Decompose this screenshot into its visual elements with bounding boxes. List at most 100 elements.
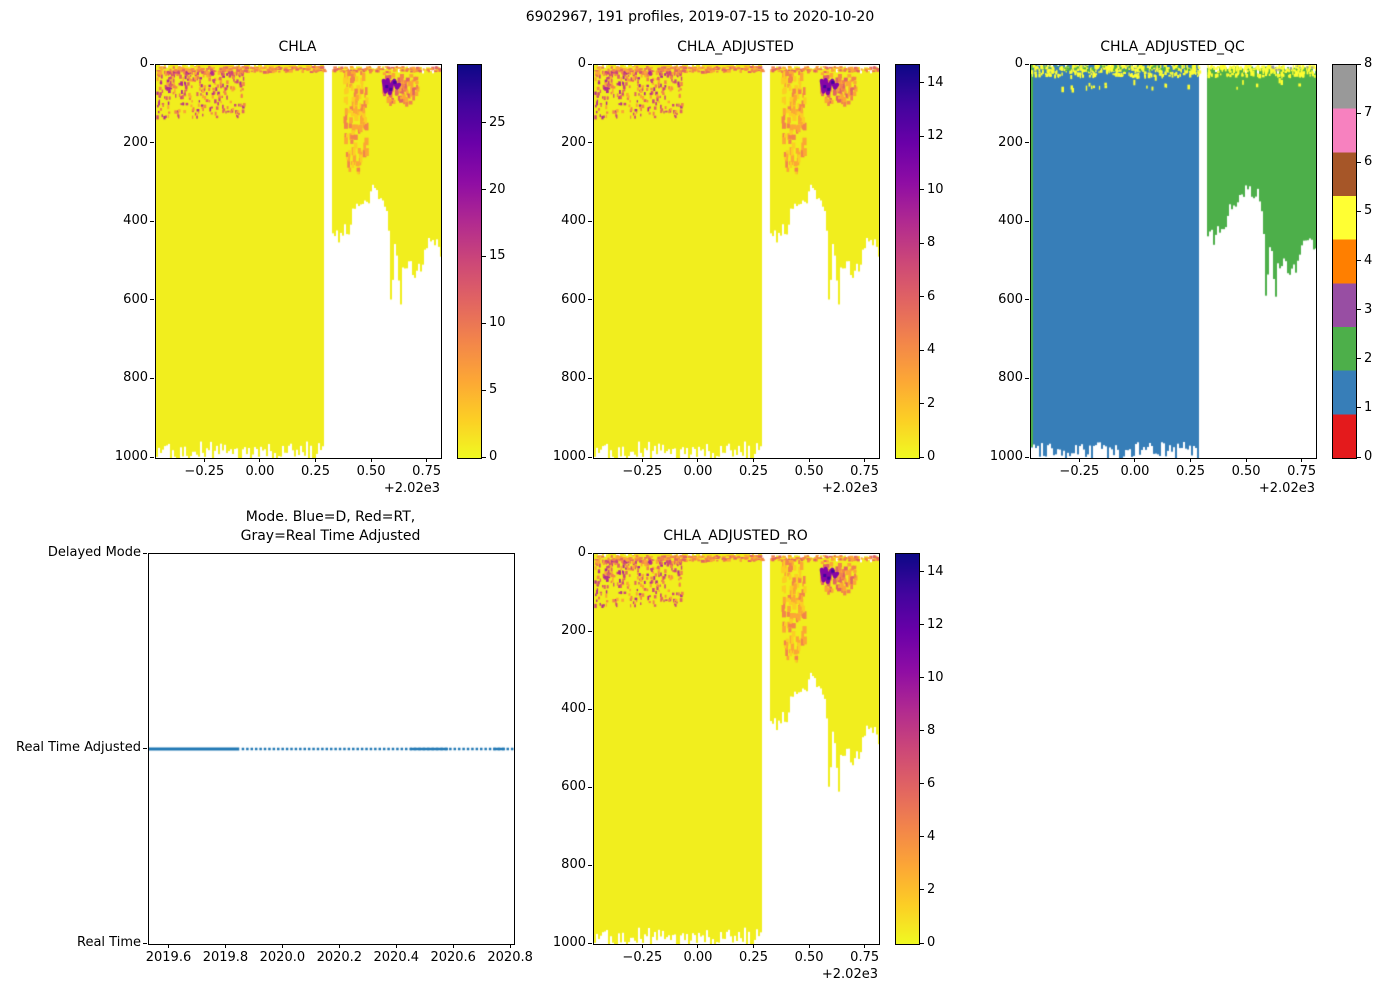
y-tick-mark bbox=[150, 299, 154, 301]
x-tick-label: 0.75 bbox=[1287, 464, 1317, 479]
x-tick-label: −0.25 bbox=[1059, 464, 1100, 479]
colorbar-tick-label: 2 bbox=[1364, 350, 1373, 366]
y-tick-mark bbox=[588, 63, 592, 65]
x-tick-label: 0.25 bbox=[301, 464, 330, 479]
x-tick-label: 2020.2 bbox=[316, 950, 363, 965]
mode-category-label: Real Time bbox=[77, 935, 141, 950]
y-tick-label: 400 bbox=[561, 213, 586, 229]
colorbar-tick-mark bbox=[920, 403, 924, 405]
y-tick-label: 200 bbox=[998, 134, 1023, 150]
colorbar-tick-label: 4 bbox=[927, 342, 936, 358]
y-tick-mark bbox=[588, 299, 592, 301]
colorbar-tick-mark bbox=[482, 189, 486, 191]
colorbar-tick-mark bbox=[1357, 309, 1361, 311]
x-tick-mark bbox=[1245, 458, 1247, 462]
x-tick-mark bbox=[167, 944, 169, 948]
colorbar-tick-label: 10 bbox=[927, 181, 944, 197]
y-tick-mark bbox=[150, 142, 154, 144]
colorbar-tick-mark bbox=[1357, 63, 1361, 65]
x-tick-mark bbox=[1190, 458, 1191, 462]
x-tick-mark bbox=[259, 458, 261, 462]
x-axis-offset-label: +2.02e3 bbox=[1258, 481, 1315, 496]
colorbar-tick-label: 2 bbox=[927, 395, 936, 411]
x-tick-label: 0.50 bbox=[1231, 464, 1261, 479]
y-tick-label: 600 bbox=[561, 291, 586, 307]
colorbar-tick-mark bbox=[920, 349, 924, 351]
colorbar-tick-mark bbox=[1357, 210, 1361, 212]
colorbar-tick-mark bbox=[1357, 112, 1361, 114]
y-tick-mark bbox=[1025, 377, 1029, 379]
x-tick-mark bbox=[509, 944, 511, 948]
x-tick-mark bbox=[808, 944, 810, 948]
x-tick-label: 0.50 bbox=[356, 464, 386, 479]
panel-chla-title: CHLA bbox=[278, 39, 317, 55]
x-tick-mark bbox=[370, 458, 372, 462]
y-tick-mark bbox=[150, 377, 154, 379]
y-tick-mark bbox=[150, 220, 154, 222]
chla-adjusted-heatmap-canvas bbox=[594, 65, 879, 458]
x-tick-label: 0.25 bbox=[739, 464, 768, 479]
x-tick-mark bbox=[1078, 458, 1080, 462]
colorbar-tick-label: 0 bbox=[927, 935, 936, 950]
colorbar-tick-mark bbox=[920, 677, 924, 679]
x-tick-mark bbox=[641, 944, 643, 948]
chla-adjusted-ro-heatmap-canvas bbox=[594, 554, 879, 944]
x-axis-offset-label: +2.02e3 bbox=[383, 481, 440, 496]
y-tick-label: 600 bbox=[123, 291, 148, 307]
x-axis-offset-label: +2.02e3 bbox=[821, 481, 878, 496]
y-tick-mark bbox=[588, 220, 592, 222]
colorbar-tick-label: 12 bbox=[927, 128, 944, 144]
y-tick-label: 200 bbox=[561, 623, 586, 638]
x-tick-mark bbox=[1301, 458, 1303, 462]
x-tick-label: 0.75 bbox=[412, 464, 442, 479]
x-tick-label: 0.00 bbox=[683, 950, 713, 965]
y-tick-mark bbox=[588, 377, 592, 379]
colorbar-tick-label: 0 bbox=[489, 449, 498, 464]
chla-adjusted-qc-colorbar bbox=[1332, 64, 1357, 459]
colorbar-tick-mark bbox=[482, 456, 486, 458]
y-tick-mark bbox=[1025, 456, 1029, 458]
figure-title: 6902967, 191 profiles, 2019-07-15 to 202… bbox=[525, 9, 875, 25]
x-tick-label: −0.25 bbox=[184, 464, 225, 479]
x-tick-label: 0.00 bbox=[245, 464, 275, 479]
x-tick-mark bbox=[864, 458, 866, 462]
x-tick-label: 2019.8 bbox=[202, 950, 249, 965]
x-tick-mark bbox=[864, 944, 866, 948]
x-tick-label: 2020.8 bbox=[487, 950, 533, 965]
y-tick-mark bbox=[588, 942, 592, 944]
colorbar-tick-label: 10 bbox=[927, 669, 944, 685]
y-tick-mark bbox=[150, 456, 154, 458]
panel-mode-title: Mode. Blue=D, Red=RT, Gray=Real Time Adj… bbox=[240, 509, 421, 544]
y-tick-label: 0 bbox=[577, 545, 586, 560]
colorbar-tick-label: 15 bbox=[489, 248, 506, 264]
colorbar-tick-mark bbox=[920, 571, 924, 573]
chla-plot-area bbox=[155, 64, 442, 459]
y-tick-label: 400 bbox=[998, 213, 1023, 229]
x-tick-label: 0.25 bbox=[739, 950, 768, 965]
colorbar-tick-label: 10 bbox=[489, 315, 506, 331]
y-tick-label: 1000 bbox=[552, 935, 586, 950]
colorbar-tick-label: 7 bbox=[1364, 105, 1373, 121]
colorbar-tick-label: 1 bbox=[1364, 399, 1373, 415]
colorbar-tick-mark bbox=[920, 730, 924, 732]
x-tick-label: 2020.6 bbox=[430, 950, 476, 965]
y-tick-label: 800 bbox=[998, 370, 1023, 386]
panel-chla-adjusted-title: CHLA_ADJUSTED bbox=[677, 39, 794, 55]
chla-adjusted-qc-plot-area bbox=[1030, 64, 1317, 459]
x-tick-mark bbox=[697, 458, 699, 462]
colorbar-tick-mark bbox=[482, 322, 486, 324]
panel-chla-adjusted-qc-title: CHLA_ADJUSTED_QC bbox=[1100, 39, 1245, 55]
colorbar-tick-label: 14 bbox=[927, 74, 944, 90]
x-tick-label: 2020.0 bbox=[259, 950, 306, 965]
x-tick-mark bbox=[224, 944, 226, 948]
y-tick-label: 600 bbox=[561, 779, 586, 794]
colorbar-tick-label: 8 bbox=[1364, 56, 1373, 71]
y-tick-label: 1000 bbox=[989, 449, 1023, 464]
chla-colorbar bbox=[457, 64, 482, 459]
y-tick-label: 600 bbox=[998, 291, 1023, 307]
x-tick-label: 0.50 bbox=[794, 950, 824, 965]
y-tick-mark bbox=[1025, 220, 1029, 222]
y-tick-label: 800 bbox=[561, 370, 586, 386]
mode-category-label: Real Time Adjusted bbox=[16, 740, 141, 755]
x-tick-label: −0.25 bbox=[622, 950, 663, 965]
